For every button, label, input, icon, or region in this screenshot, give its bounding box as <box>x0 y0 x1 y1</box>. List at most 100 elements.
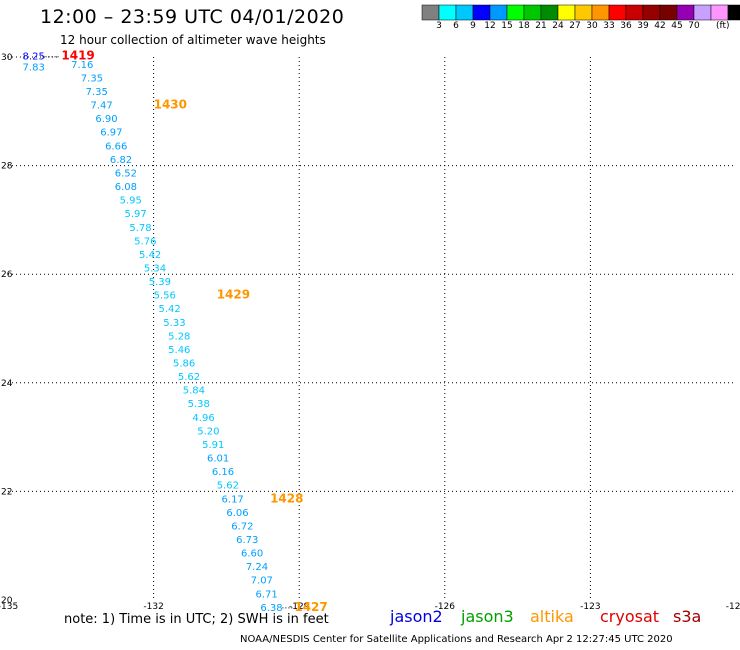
colorbar-swatch <box>693 4 712 21</box>
swh-point-label: 5.97 <box>124 209 146 220</box>
swh-point-label: 6.17 <box>222 494 244 505</box>
time-label: 1419 <box>61 49 94 63</box>
swh-point-label: 5.28 <box>168 331 190 342</box>
colorbar-tick-label: 6 <box>453 21 459 31</box>
swh-point-label: 6.16 <box>212 467 234 478</box>
swh-point-label: 5.33 <box>163 318 185 329</box>
colorbar-swatch <box>455 4 474 21</box>
legend-jason2: jason2 <box>390 607 443 626</box>
swh-point-label: 7.24 <box>246 562 268 573</box>
time-label: 1429 <box>217 288 250 302</box>
colorbar-swatch <box>540 4 559 21</box>
colorbar-tick-label: 21 <box>535 21 547 31</box>
swh-point-label: 6.66 <box>105 141 127 152</box>
colorbar-swatch <box>591 4 610 21</box>
y-tick-label: 22 <box>1 487 12 497</box>
colorbar-tick-label: 70 <box>688 21 700 31</box>
colorbar-swatch <box>421 4 440 21</box>
swh-point-label: 6.38 <box>260 603 282 614</box>
colorbar-swatch <box>642 4 661 21</box>
axis-ticks: -135 -132 -129 -126 -123 -120 20 22 24 26 28 30 <box>0 53 740 612</box>
colorbar-swatch <box>625 4 644 21</box>
swh-point-label: 5.56 <box>154 291 176 302</box>
swh-point-label: 7.83 <box>23 63 45 74</box>
colorbar-tick-label: 30 <box>586 21 598 31</box>
x-tick-label: -129 <box>289 602 310 612</box>
swh-point-label: 5.42 <box>158 304 180 315</box>
swh-point-label: 7.16 <box>71 60 93 71</box>
colorbar-tick-label: 27 <box>569 21 581 31</box>
legend-s3a: s3a <box>673 607 702 626</box>
colorbar-tick-label: 3 <box>436 21 442 31</box>
swh-point-label: 6.72 <box>231 521 253 532</box>
colorbar-swatch <box>676 4 695 21</box>
swh-point-label: 4.96 <box>192 413 214 424</box>
x-tick-label: -132 <box>143 602 163 612</box>
time-label: 1427 <box>294 600 327 614</box>
swh-point-label: 7.35 <box>81 73 103 84</box>
colorbar-tick-label: 42 <box>654 21 666 31</box>
swh-point-label: 6.60 <box>241 549 263 560</box>
legend-cryosat: cryosat <box>600 607 660 626</box>
swh-point-label: 6.06 <box>226 508 248 519</box>
swh-point-label: 5.42 <box>139 250 161 261</box>
colorbar-swatch <box>574 4 593 21</box>
swh-point-label: 6.90 <box>95 114 117 125</box>
y-tick-label: 28 <box>1 162 13 172</box>
chart-grid <box>8 56 736 600</box>
swh-point-label: 5.34 <box>144 263 166 274</box>
colorbar-tick-label: 45 <box>671 21 683 31</box>
colorbar-tick-label: 18 <box>518 21 530 31</box>
swh-point-label: 5.38 <box>188 399 210 410</box>
colorbar-swatch <box>489 4 508 21</box>
colorbar-swatch <box>506 4 525 21</box>
legend-altika: altika <box>530 607 574 626</box>
swh-point-label: 6.71 <box>256 589 278 600</box>
legend-jason3: jason3 <box>461 607 514 626</box>
swh-point-label: 5.95 <box>120 196 142 207</box>
colorbar-swatch <box>727 4 740 21</box>
swh-point-label: 5.91 <box>202 440 224 451</box>
swh-point-label: 5.86 <box>173 359 195 370</box>
time-label: 1430 <box>154 98 187 112</box>
colorbar-swatch <box>659 4 678 21</box>
colorbar-swatch <box>523 4 542 21</box>
swh-point-label: 8.25 <box>23 52 45 63</box>
swh-point-label: 7.47 <box>91 101 113 112</box>
colorbar-unit: (ft) <box>716 21 730 31</box>
data-labels: 8.257.83 7.16 7.35 7.35 7.47 6.90 6.97 6.66 6.82… <box>23 49 328 614</box>
colorbar-tick-label: 9 <box>470 21 476 31</box>
y-tick-label: 26 <box>1 270 13 280</box>
footer-note: note: 1) Time is in UTC; 2) SWH is in fe… <box>64 612 329 627</box>
swh-point-label: 5.62 <box>217 481 239 492</box>
swh-point-label: 6.97 <box>100 128 122 139</box>
colorbar-tick-label: 33 <box>603 21 615 31</box>
swh-point-label: 5.39 <box>149 277 171 288</box>
x-tick-label: -126 <box>435 602 456 612</box>
colorbar-swatch <box>472 4 491 21</box>
y-tick-label: 24 <box>1 379 13 389</box>
colorbar-swatch <box>557 4 576 21</box>
colorbar-swatch <box>438 4 457 21</box>
swh-point-label: 6.01 <box>207 454 229 465</box>
colorbar-tick-label: 39 <box>637 21 649 31</box>
x-tick-label: -120 <box>726 602 740 612</box>
chart-subtitle: 12 hour collection of altimeter wave hei… <box>60 33 326 47</box>
footer-credit: NOAA/NESDIS Center for Satellite Applica… <box>240 634 673 645</box>
swh-point-label: 6.52 <box>115 168 137 179</box>
colorbar-swatch <box>608 4 627 21</box>
swh-point-label: 7.07 <box>251 576 273 587</box>
colorbar-swatch <box>710 4 729 21</box>
x-tick-label: -135 <box>0 602 18 612</box>
swh-point-label: 6.08 <box>115 182 137 193</box>
colorbar-tick-label: 15 <box>501 21 513 31</box>
swh-point-label: 5.46 <box>168 345 190 356</box>
colorbar <box>421 4 740 21</box>
y-tick-label: 20 <box>1 596 13 606</box>
swh-point-label: 5.20 <box>197 426 219 437</box>
colorbar-tick-label: 24 <box>552 21 564 31</box>
swh-point-label: 6.73 <box>236 535 258 546</box>
chart-title: 12:00 – 23:59 UTC 04/01/2020 <box>40 6 345 28</box>
swh-point-label: 5.76 <box>134 236 156 247</box>
